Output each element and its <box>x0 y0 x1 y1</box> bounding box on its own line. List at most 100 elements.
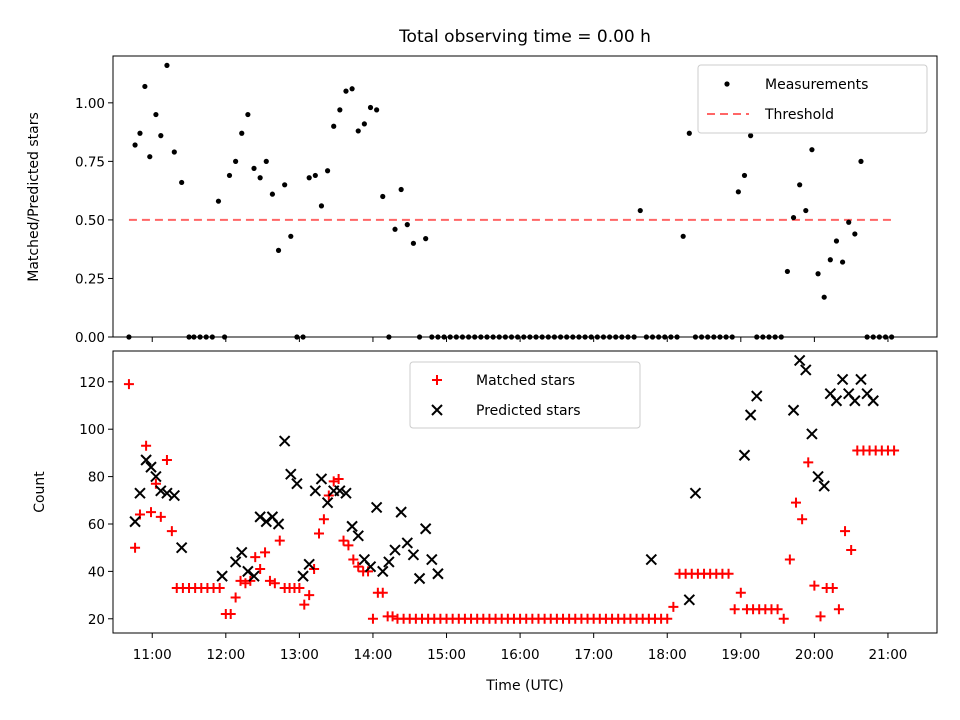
measurement-point <box>686 130 692 136</box>
measurement-point <box>164 62 170 68</box>
top-y-tick-label: 0.00 <box>75 330 105 346</box>
predicted-star-marker <box>129 515 141 528</box>
measurement-point <box>355 128 361 134</box>
measurement-point <box>790 214 797 221</box>
matched-star-marker <box>343 540 354 551</box>
measurement-point <box>288 233 294 239</box>
measurement-point <box>251 165 257 171</box>
predicted-star-marker <box>407 549 420 561</box>
chart-title: Total observing time = 0.00 h <box>398 27 651 47</box>
predicted-star-marker <box>315 473 328 485</box>
matched-star-marker <box>840 526 851 537</box>
measurement-point <box>735 189 741 195</box>
measurement-point <box>171 149 177 155</box>
measurement-point <box>331 123 337 129</box>
predicted-star-marker <box>134 487 146 499</box>
matched-star-marker <box>166 526 177 537</box>
legend-predicted-label: Predicted stars <box>476 403 581 419</box>
predicted-star-marker <box>346 520 358 533</box>
measurement-point <box>257 175 263 181</box>
measurement-point <box>337 107 343 113</box>
matched-star-marker <box>833 604 844 615</box>
matched-star-marker <box>846 545 857 556</box>
measurement-point <box>147 154 153 160</box>
top-y-axis-label: Matched/Predicted stars <box>26 112 42 282</box>
x-tick-label: 11:00 <box>133 647 172 663</box>
predicted-star-marker <box>849 395 861 407</box>
predicted-star-marker <box>291 477 303 490</box>
legend-threshold-label: Threshold <box>764 107 834 123</box>
matched-star-marker <box>377 587 388 598</box>
predicted-star-marker <box>278 435 291 447</box>
predicted-star-marker <box>836 373 849 386</box>
matched-star-marker <box>146 507 157 518</box>
top-legend-box <box>697 64 928 134</box>
predicted-star-marker <box>395 506 407 518</box>
predicted-star-marker <box>334 485 346 497</box>
predicted-star-marker <box>689 487 702 499</box>
predicted-star-marker <box>787 404 800 416</box>
matched-star-marker <box>225 609 236 620</box>
predicted-star-marker <box>155 485 167 497</box>
x-tick-label: 20:00 <box>795 647 834 663</box>
measurement-point <box>367 104 374 111</box>
measurement-point <box>306 175 312 181</box>
top-y-tick-label: 0.25 <box>75 271 105 287</box>
predicted-star-marker <box>140 454 152 466</box>
matched-star-marker <box>274 535 285 546</box>
measurement-point <box>404 222 410 228</box>
predicted-star-marker <box>645 553 658 566</box>
predicted-star-marker <box>161 487 173 499</box>
top-legend: Measurements Threshold <box>697 64 928 134</box>
matched-star-marker <box>772 604 783 615</box>
bottom-y-tick-label: 120 <box>79 375 105 391</box>
predicted-star-marker <box>150 470 162 483</box>
legend-measurements-label: Measurements <box>765 77 868 93</box>
predicted-star-marker <box>855 373 867 386</box>
measurement-point <box>797 182 803 188</box>
measurement-point <box>318 203 325 209</box>
bottom-y-tick-label: 40 <box>88 564 105 580</box>
measurement-point <box>392 226 398 232</box>
measurement-point <box>680 233 686 239</box>
predicted-star-marker <box>413 572 426 585</box>
measurement-point <box>158 133 164 139</box>
measurement-point <box>748 133 754 139</box>
measurement-point <box>269 191 276 197</box>
matched-star-marker <box>304 590 315 601</box>
predicted-star-marker <box>389 544 401 556</box>
matched-star-marker <box>294 582 305 593</box>
measurement-point <box>179 179 185 186</box>
predicted-star-marker <box>216 570 228 582</box>
predicted-star-marker <box>168 489 181 502</box>
predicted-star-marker <box>800 364 812 376</box>
predicted-star-marker <box>401 537 413 549</box>
measurement-point <box>282 182 288 188</box>
predicted-star-marker <box>432 568 444 580</box>
measurement-point <box>741 172 748 179</box>
predicted-star-marker <box>426 553 438 566</box>
measurement-point <box>637 207 643 214</box>
measurement-point <box>263 158 269 164</box>
x-axis-label: Time (UTC) <box>485 678 563 694</box>
matched-star-marker <box>318 514 329 525</box>
measurement-point <box>852 231 858 237</box>
bottom-plot-frame <box>112 350 938 634</box>
predicted-star-marker <box>364 560 377 573</box>
predicted-star-marker <box>309 485 322 497</box>
measurement-point <box>821 294 827 300</box>
matched-star-marker <box>255 564 266 575</box>
predicted-star-marker <box>751 390 763 402</box>
measurement-point <box>833 238 840 244</box>
measurement-point <box>380 193 386 200</box>
predicted-star-marker <box>236 546 248 559</box>
matched-star-marker <box>353 561 364 572</box>
matched-star-marker <box>348 554 359 565</box>
matched-star-marker <box>123 379 134 390</box>
matched-star-marker <box>827 582 838 593</box>
measurement-point <box>215 198 222 204</box>
top-y-tick-label: 0.75 <box>75 154 105 170</box>
matched-star-marker <box>778 613 789 624</box>
measurement-point <box>142 83 148 90</box>
predicted-star-marker <box>340 487 352 499</box>
